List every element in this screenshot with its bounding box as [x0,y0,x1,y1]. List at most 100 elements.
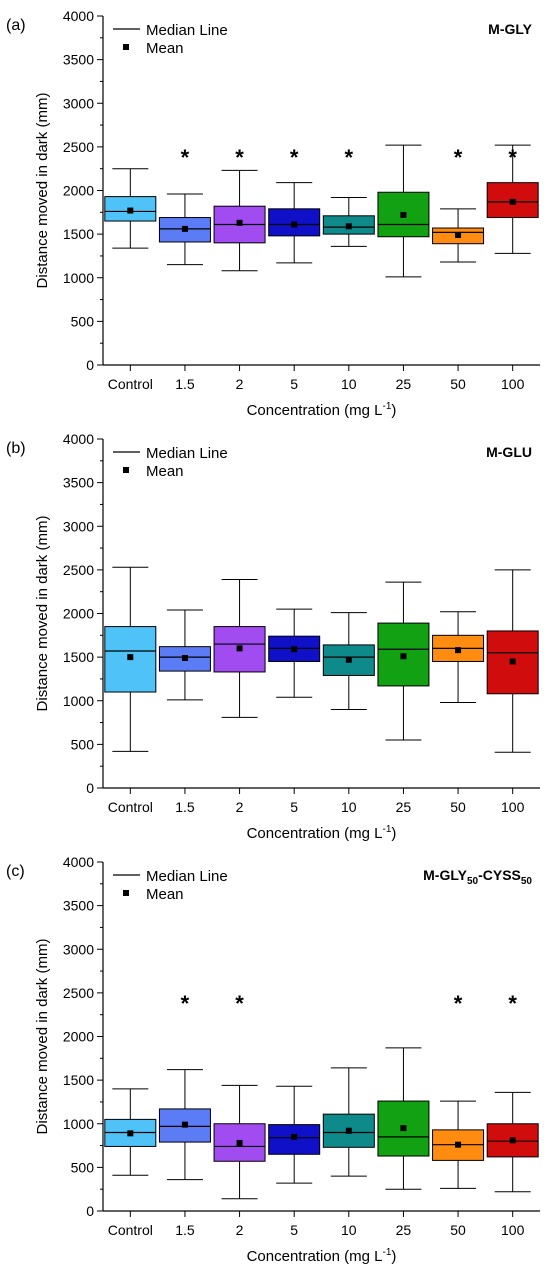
box-5 [268,1085,321,1184]
y-tick-label: 500 [71,736,95,752]
mean-marker [509,1137,516,1144]
box-Control [104,168,157,249]
box-5 [268,608,321,698]
mean-marker [236,219,243,226]
x-tick-label: 50 [450,1222,466,1238]
box-10 [322,612,375,710]
mean-marker [345,223,352,230]
y-axis-label: Distance moved in dark (mm) [34,516,51,712]
x-tick-label: 100 [501,1222,525,1238]
mean-marker [509,198,516,205]
mean-marker [455,231,462,238]
mean-marker [509,658,516,665]
y-tick-label: 4000 [63,8,94,24]
y-tick-label: 4000 [63,854,94,870]
y-tick-label: 1500 [63,649,94,665]
x-axis-label-superscript: -1 [383,401,392,412]
panel-label: (c) [6,863,25,880]
box-1.5: * [158,991,211,1181]
x-axis-label-superscript: -1 [383,1247,392,1258]
panel-title-main: M-GLY [423,867,467,883]
panel-c: (c) 0 500 1000 1500 2000 2500 3000 3500 4000 Dista… [6,854,540,1265]
box-25 [377,144,430,278]
significance-asterisk: * [235,991,244,1016]
mean-marker [127,207,134,214]
x-tick-label: 2 [236,1222,244,1238]
mean-marker [181,225,188,232]
panel-title-subscript: 50 [467,876,479,887]
y-tick-label: 3000 [63,95,94,111]
mean-marker [291,1133,298,1140]
legend-mean-label: Mean [146,463,184,480]
significance-asterisk: * [235,145,244,170]
x-tick-label: Control [108,799,153,815]
x-tick-label: Control [108,1222,153,1238]
x-axis-label: Concentration (mg L-1) [247,1247,397,1265]
x-axis-label: Concentration (mg L-1) [247,401,397,419]
y-axis-label: Distance moved in dark (mm) [34,939,51,1135]
significance-asterisk: * [454,145,463,170]
box-25 [377,1047,430,1190]
x-axis-label-end: ) [391,1248,396,1265]
mean-marker [236,645,243,652]
x-axis-label-end: ) [391,825,396,842]
legend-mean-swatch [123,44,129,50]
y-tick-label: 2500 [63,985,94,1001]
y-tick-label: 2000 [63,183,94,199]
panel-title-subscript: 50 [521,876,533,887]
y-tick-label: 3500 [63,52,94,68]
mean-marker [345,1127,352,1134]
y-tick-label: 1000 [63,1116,94,1132]
panel-title-main: M-GLU [486,444,532,460]
box-10: * [322,145,375,247]
significance-asterisk: * [181,145,190,170]
significance-asterisk: * [345,145,354,170]
x-tick-label: 2 [236,799,244,815]
y-tick-label: 2500 [63,562,94,578]
legend-mean-label: Mean [146,40,184,57]
panel-b: (b) 0 500 1000 1500 2000 2500 3000 3500 4000 Dista… [6,431,540,842]
x-tick-label: 50 [450,799,466,815]
box-2: * [213,991,266,1200]
panel-title-main: M-GLY [488,21,532,37]
box-100: * [486,144,539,254]
x-axis-label: Concentration (mg L-1) [247,824,397,842]
panel-title: M-GLY [488,21,532,37]
y-tick-label: 1500 [63,1072,94,1088]
box-2 [213,578,266,718]
panel-title: M-GLY50-CYSS50 [423,867,532,887]
mean-marker [127,1130,134,1137]
y-tick-label: 3500 [63,898,94,914]
y-tick-label: 1500 [63,226,94,242]
y-tick-label: 1000 [63,270,94,286]
mean-marker [455,647,462,654]
significance-asterisk: * [508,991,517,1016]
x-axis-label-end: ) [391,402,396,419]
mean-marker [345,656,352,663]
y-tick-label: 2000 [63,606,94,622]
mean-marker [400,1125,407,1132]
panel-label: (a) [6,17,26,34]
mean-marker [291,221,298,228]
significance-asterisk: * [454,991,463,1016]
y-axis-label: Distance moved in dark (mm) [34,93,51,289]
box-5: * [268,145,321,264]
y-tick-label: 3500 [63,475,94,491]
panel-label: (b) [6,440,26,457]
legend-median-label: Median Line [146,868,228,885]
legend-mean-swatch [123,467,129,473]
legend-mean-label: Mean [146,886,184,903]
x-axis-label-main: Concentration (mg L [247,1248,383,1265]
box-50: * [432,991,485,1189]
x-axis-label-main: Concentration (mg L [247,402,383,419]
significance-asterisk: * [508,145,517,170]
x-tick-label: 25 [396,376,412,392]
legend-median-label: Median Line [146,445,228,462]
y-tick-label: 2500 [63,139,94,155]
mean-marker [400,211,407,218]
mean-marker [181,654,188,661]
mean-marker [400,653,407,660]
x-tick-label: 10 [341,376,357,392]
y-tick-label: 0 [86,357,94,373]
